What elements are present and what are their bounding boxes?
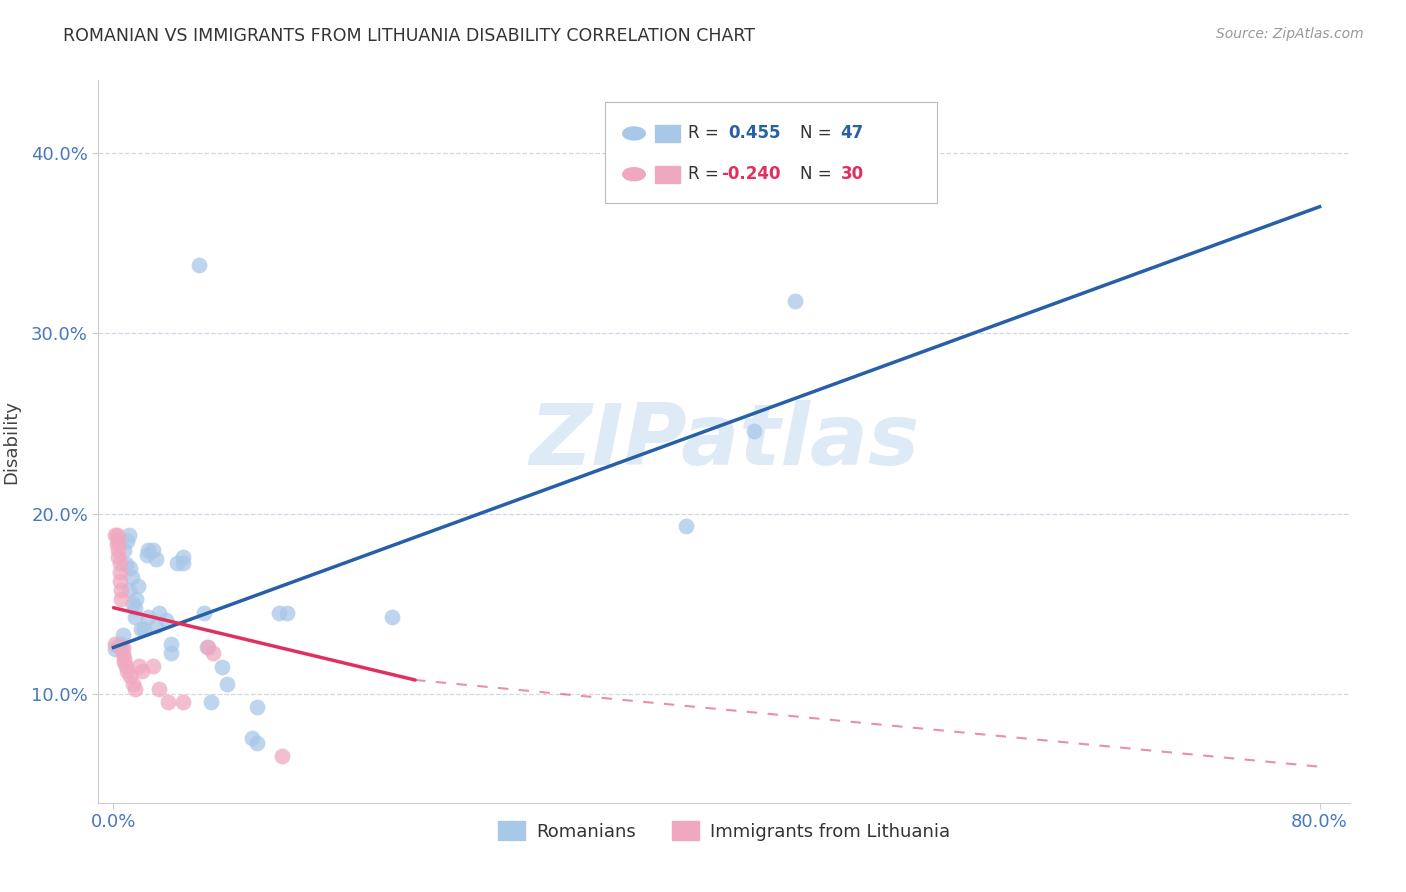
Text: N =: N = bbox=[800, 165, 832, 183]
Text: R =: R = bbox=[688, 125, 718, 143]
Text: Source: ZipAtlas.com: Source: ZipAtlas.com bbox=[1216, 27, 1364, 41]
Point bbox=[148, 606, 170, 620]
Point bbox=[110, 591, 132, 606]
Point bbox=[111, 646, 134, 660]
Point bbox=[197, 640, 219, 655]
Point bbox=[132, 623, 155, 637]
Point bbox=[155, 613, 177, 627]
Point bbox=[142, 658, 165, 673]
Point bbox=[108, 640, 131, 655]
Point bbox=[108, 574, 131, 588]
Bar bbox=[655, 125, 681, 142]
Point bbox=[107, 533, 129, 548]
Point bbox=[108, 556, 131, 570]
Circle shape bbox=[623, 168, 645, 181]
Point bbox=[269, 606, 291, 620]
Point bbox=[240, 731, 263, 745]
Point bbox=[215, 676, 238, 690]
Point bbox=[110, 637, 132, 651]
Point bbox=[122, 676, 145, 690]
Point bbox=[131, 664, 153, 678]
Point bbox=[136, 609, 159, 624]
Text: 30: 30 bbox=[841, 165, 863, 183]
Text: N =: N = bbox=[800, 125, 832, 143]
Point bbox=[111, 628, 134, 642]
Point bbox=[188, 258, 211, 272]
Bar bbox=[655, 166, 681, 183]
Point bbox=[136, 542, 159, 557]
Point bbox=[193, 606, 215, 620]
Point bbox=[200, 695, 222, 709]
Point bbox=[110, 582, 132, 597]
Point bbox=[783, 293, 806, 308]
Point bbox=[107, 639, 129, 653]
Y-axis label: Disability: Disability bbox=[1, 400, 20, 483]
Point bbox=[211, 660, 233, 674]
Point bbox=[159, 646, 181, 660]
Point bbox=[172, 695, 194, 709]
Point bbox=[159, 637, 181, 651]
Point bbox=[105, 528, 128, 542]
Point bbox=[172, 556, 194, 570]
Point bbox=[105, 537, 128, 551]
Point bbox=[114, 658, 136, 673]
Point bbox=[117, 582, 139, 597]
Point bbox=[122, 597, 145, 611]
Point bbox=[121, 570, 143, 584]
Point bbox=[112, 542, 135, 557]
Text: -0.240: -0.240 bbox=[721, 165, 782, 183]
Point bbox=[124, 600, 146, 615]
Point bbox=[115, 533, 138, 548]
Text: 47: 47 bbox=[841, 125, 863, 143]
Point bbox=[112, 651, 135, 665]
Point bbox=[112, 655, 135, 669]
Point bbox=[246, 736, 269, 750]
Point bbox=[145, 619, 167, 633]
Point bbox=[107, 550, 129, 565]
Legend: Romanians, Immigrants from Lithuania: Romanians, Immigrants from Lithuania bbox=[491, 814, 957, 848]
Text: R =: R = bbox=[688, 165, 718, 183]
Point bbox=[125, 591, 148, 606]
Point bbox=[195, 640, 218, 655]
Point bbox=[104, 642, 127, 657]
Point bbox=[148, 681, 170, 696]
Point bbox=[381, 609, 404, 624]
Point bbox=[124, 681, 146, 696]
Point bbox=[142, 542, 165, 557]
Point bbox=[166, 556, 188, 570]
Point bbox=[742, 424, 765, 438]
Point bbox=[111, 640, 134, 655]
Point bbox=[104, 528, 127, 542]
Point bbox=[127, 579, 149, 593]
Text: ZIPatlas: ZIPatlas bbox=[529, 400, 920, 483]
Point bbox=[271, 748, 294, 763]
Point bbox=[276, 606, 298, 620]
Point bbox=[145, 552, 167, 566]
Point bbox=[120, 561, 142, 575]
Text: 0.455: 0.455 bbox=[728, 125, 780, 143]
Point bbox=[129, 623, 152, 637]
Point bbox=[156, 695, 179, 709]
Point bbox=[124, 609, 146, 624]
Point bbox=[135, 549, 157, 563]
Point bbox=[201, 646, 224, 660]
Point bbox=[115, 664, 138, 678]
Point bbox=[107, 542, 129, 557]
Point bbox=[172, 550, 194, 565]
Point bbox=[104, 637, 127, 651]
Point bbox=[114, 558, 136, 572]
Point bbox=[246, 700, 269, 714]
Point bbox=[120, 669, 142, 683]
Circle shape bbox=[623, 127, 645, 140]
Point bbox=[675, 519, 697, 533]
Point bbox=[128, 658, 150, 673]
FancyBboxPatch shape bbox=[605, 102, 936, 203]
Point bbox=[108, 565, 131, 579]
Text: ROMANIAN VS IMMIGRANTS FROM LITHUANIA DISABILITY CORRELATION CHART: ROMANIAN VS IMMIGRANTS FROM LITHUANIA DI… bbox=[63, 27, 755, 45]
Point bbox=[117, 528, 139, 542]
